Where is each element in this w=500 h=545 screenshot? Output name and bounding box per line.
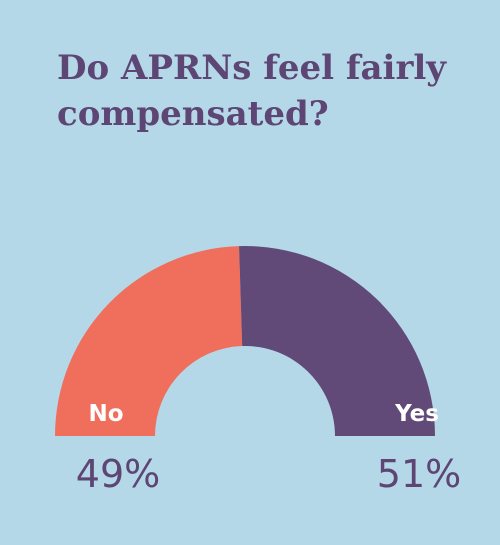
donut-slices xyxy=(54,245,435,436)
chart-title: Do APRNs feel fairly compensated? xyxy=(57,48,447,134)
chart-title-line-2: compensated? xyxy=(57,94,329,134)
slice-value-yes: 51% xyxy=(377,452,461,496)
slice-label-no: No xyxy=(88,401,123,427)
segment-labels: No Yes xyxy=(88,401,438,427)
slice-value-no: 49% xyxy=(76,452,160,496)
value-labels: 49% 51% xyxy=(76,452,461,496)
slice-label-yes: Yes xyxy=(394,401,439,427)
slice-no xyxy=(54,246,243,436)
chart-title-line-1: Do APRNs feel fairly xyxy=(57,48,447,88)
slice-yes xyxy=(239,245,435,436)
